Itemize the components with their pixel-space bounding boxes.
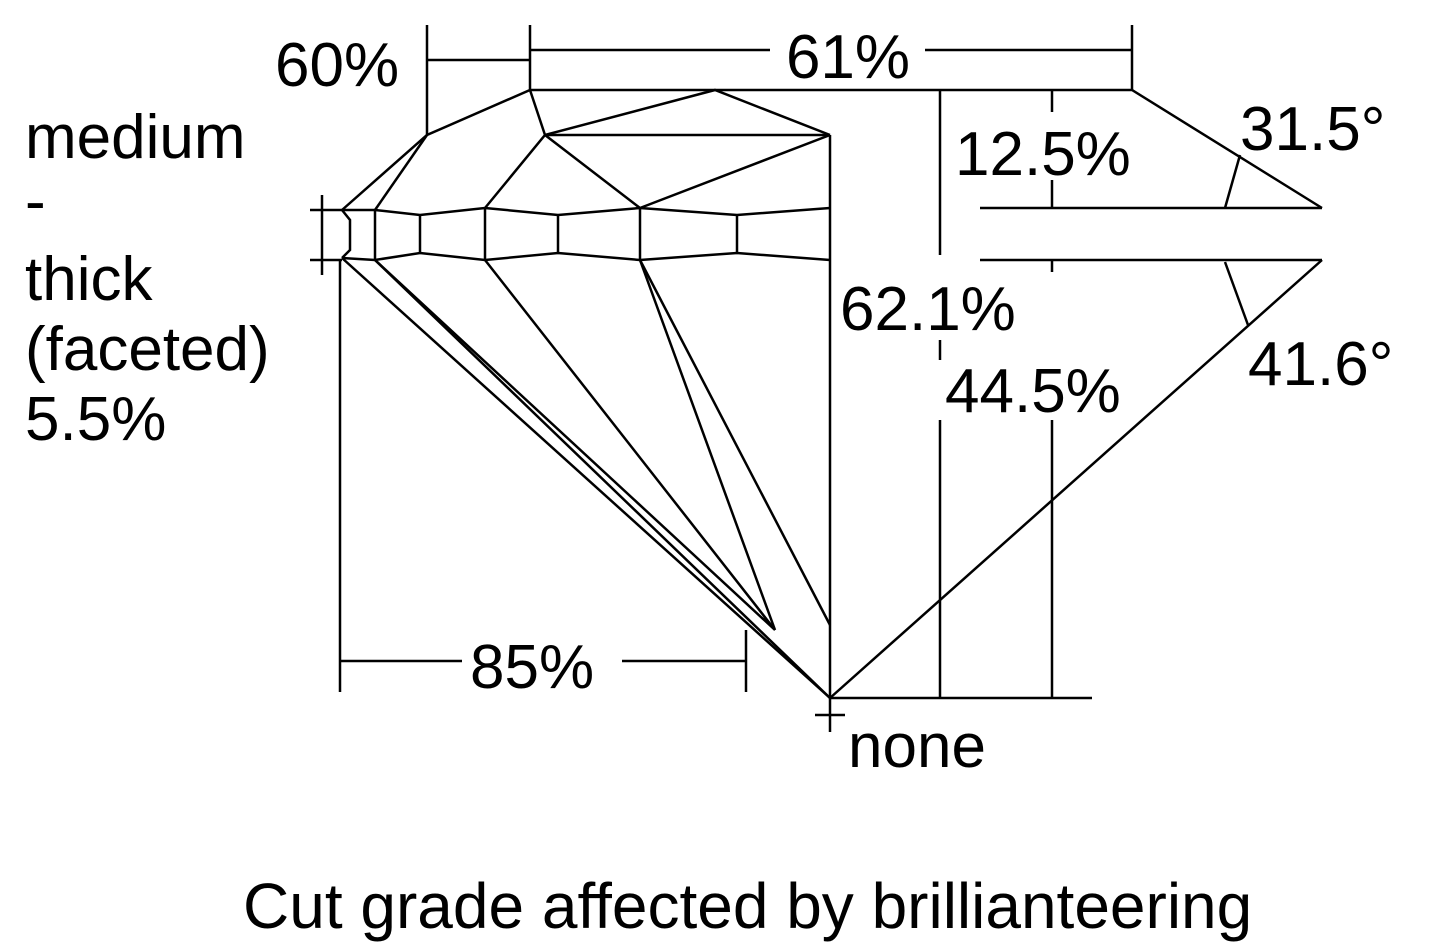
culet-label: none [848,712,986,781]
girdle-label: thick [25,245,153,314]
dimension-lines [310,25,1134,732]
lower-half-label: 85% [470,633,594,702]
table-label: 61% [786,23,910,92]
girdle-label: (faceted) [25,315,270,384]
pavilion-angle-label: 41.6° [1248,330,1393,399]
girdle-label: - [25,167,46,236]
total-depth-label: 62.1% [840,275,1016,344]
girdle-label: 5.5% [25,385,166,454]
caption: Cut grade affected by brillianteering [243,870,1252,942]
crown-height-label: 12.5% [955,120,1131,189]
crown-angle-label: 31.5° [1240,95,1385,164]
pavilion-depth-label: 44.5% [945,357,1121,426]
girdle-label: medium [25,103,246,172]
table-crown-label: 60% [275,31,399,100]
diamond-outline [341,88,1323,700]
